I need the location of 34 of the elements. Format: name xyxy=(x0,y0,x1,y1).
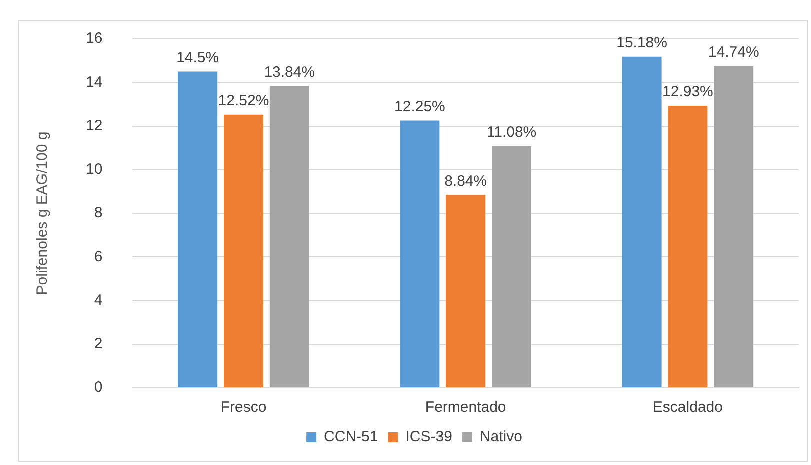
bar xyxy=(622,56,662,388)
bar xyxy=(446,195,486,388)
y-tick-label: 4 xyxy=(94,292,103,309)
data-label: 12.93% xyxy=(662,84,714,101)
legend-label: CCN-51 xyxy=(324,428,378,446)
data-label: 15.18% xyxy=(616,34,668,52)
y-tick-label: 8 xyxy=(94,204,103,222)
y-tick-label: 10 xyxy=(86,161,103,178)
bar xyxy=(224,114,264,388)
bar xyxy=(178,72,218,388)
data-label: 12.25% xyxy=(394,98,446,116)
y-axis-title: Polifenoles g EAG/100 g xyxy=(34,132,52,296)
bar xyxy=(714,66,754,388)
data-label: 12.52% xyxy=(218,92,270,110)
bar xyxy=(492,146,532,388)
data-label: 14.5% xyxy=(176,49,220,66)
y-tick-label: 0 xyxy=(94,379,103,396)
bar xyxy=(668,106,708,388)
bar xyxy=(400,120,440,388)
data-label: 8.84% xyxy=(444,172,488,190)
x-tick-label: Escaldado xyxy=(652,399,723,416)
data-label: 13.84% xyxy=(264,64,316,81)
y-tick-label: 14 xyxy=(86,74,103,91)
legend-label: ICS-39 xyxy=(406,428,452,446)
legend-label: Nativo xyxy=(480,428,522,446)
bar xyxy=(270,86,310,388)
x-tick-label: Fermentado xyxy=(425,399,506,416)
data-label: 14.74% xyxy=(708,44,760,62)
y-tick-label: 12 xyxy=(86,117,103,134)
data-label: 11.08% xyxy=(486,124,537,141)
y-tick-label: 16 xyxy=(86,30,103,48)
y-tick-label: 2 xyxy=(94,336,103,353)
x-tick-label: Fresco xyxy=(220,399,267,416)
y-tick-label: 6 xyxy=(94,248,103,266)
